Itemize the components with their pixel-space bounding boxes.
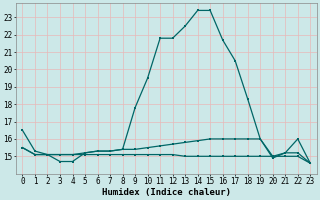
X-axis label: Humidex (Indice chaleur): Humidex (Indice chaleur): [102, 188, 231, 197]
